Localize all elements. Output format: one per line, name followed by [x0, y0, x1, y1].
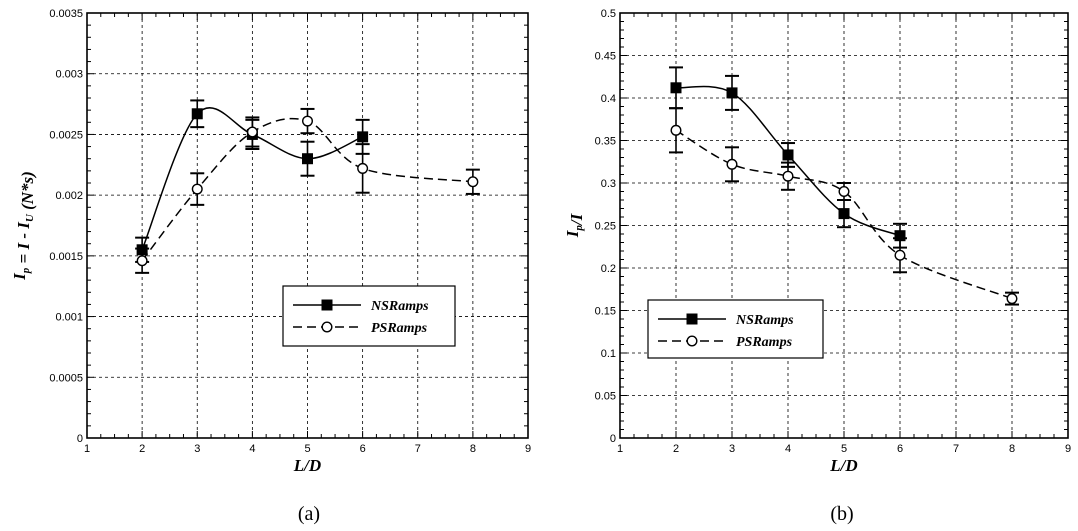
y-tick-label: 0.5	[601, 8, 616, 20]
data-point	[838, 185, 850, 197]
data-point	[1006, 293, 1018, 305]
y-tick-label: 0.25	[595, 221, 616, 233]
legend-box	[647, 299, 824, 359]
y-tick-label: 0.4	[601, 93, 616, 105]
legend: NSRamps PSRamps	[282, 285, 456, 347]
x-tick-label: 5	[304, 443, 310, 455]
legend-marker	[321, 299, 333, 311]
y-axis-label: Ip = I - IU (N*s)	[10, 171, 37, 281]
x-tick-label: 8	[470, 443, 476, 455]
legend-marker	[686, 335, 698, 347]
panel-caption: (b)	[830, 503, 853, 525]
x-tick-label: 6	[360, 443, 366, 455]
series-PSRamps	[669, 107, 1019, 306]
x-tick-label: 9	[525, 443, 531, 455]
chart-panel-a: 1 2 3 4 5 6 7 8 9 0 0.0005 0.001 0.0015 0.002 0.0025 0.…	[10, 8, 531, 525]
legend-label: NSRamps	[370, 299, 429, 314]
data-point	[894, 249, 906, 261]
x-tick-label: 5	[841, 443, 847, 455]
series-NSRamps	[669, 66, 907, 249]
series-line	[141, 107, 363, 251]
y-tick-label: 0.45	[595, 51, 616, 63]
data-point	[670, 124, 682, 136]
data-point	[782, 170, 794, 182]
y-tick-label: 0.05	[595, 391, 616, 403]
series-PSRamps	[135, 107, 480, 274]
legend: NSRamps PSRamps	[647, 299, 824, 359]
y-tick-label: 0.15	[595, 306, 616, 318]
x-tick-label: 9	[1065, 443, 1071, 455]
data-point	[726, 158, 738, 170]
data-point	[302, 153, 313, 165]
y-tick-label: 0.0025	[49, 129, 83, 141]
y-tick-label: 0.1	[601, 348, 616, 360]
data-point	[467, 176, 479, 188]
x-tick-label: 2	[139, 443, 145, 455]
y-axis-label: Ip/I	[563, 212, 586, 238]
x-tick-label: 4	[785, 443, 791, 455]
data-point	[191, 108, 203, 120]
legend-label: PSRamps	[736, 335, 793, 350]
data-point	[670, 82, 682, 94]
data-point	[302, 115, 314, 127]
data-point	[136, 255, 148, 267]
x-axis-label: L/D	[293, 456, 321, 475]
legend-marker	[321, 321, 333, 333]
data-point	[357, 131, 369, 143]
data-point	[838, 208, 850, 220]
data-point	[191, 183, 203, 195]
x-tick-label: 3	[729, 443, 735, 455]
x-tick-label: 3	[194, 443, 200, 455]
x-tick-label: 1	[84, 443, 90, 455]
y-tick-label: 0.0035	[49, 8, 83, 20]
y-tick-label: 0.3	[601, 178, 616, 190]
legend-marker	[686, 313, 698, 325]
x-tick-label: 8	[1009, 443, 1015, 455]
series-line	[141, 117, 473, 262]
legend-label: PSRamps	[371, 321, 428, 336]
x-tick-label: 6	[897, 443, 903, 455]
x-tick-label: 7	[415, 443, 421, 455]
y-tick-label: 0.003	[55, 69, 83, 81]
x-tick-label: 4	[249, 443, 255, 455]
y-tick-label: 0.35	[595, 136, 616, 148]
panel-caption: (a)	[298, 503, 320, 525]
legend-label: NSRamps	[735, 313, 794, 328]
y-tick-label: 0.0005	[49, 372, 83, 384]
legend-box	[282, 285, 456, 347]
x-tick-label: 2	[673, 443, 679, 455]
chart-panel-b: 1 2 3 4 5 6 7 8 9 0 0.05 0.1 0.15 0.2 0.25 0.3 0.35 0.4 0.…	[563, 8, 1071, 525]
data-point	[726, 87, 738, 99]
y-tick-label: 0.2	[601, 263, 616, 275]
data-point	[357, 162, 369, 174]
data-point	[894, 230, 906, 242]
y-tick-label: 0.002	[55, 190, 83, 202]
x-tick-label: 1	[617, 443, 623, 455]
y-tick-label: 0.0015	[49, 251, 83, 263]
x-tick-label: 7	[953, 443, 959, 455]
y-tick-label: 0.001	[55, 312, 83, 324]
y-tick-label: 0	[77, 433, 83, 445]
x-axis-label: L/D	[829, 456, 857, 475]
grid	[87, 13, 528, 438]
data-point	[782, 149, 794, 161]
y-tick-label: 0	[610, 433, 616, 445]
data-point	[246, 126, 258, 138]
